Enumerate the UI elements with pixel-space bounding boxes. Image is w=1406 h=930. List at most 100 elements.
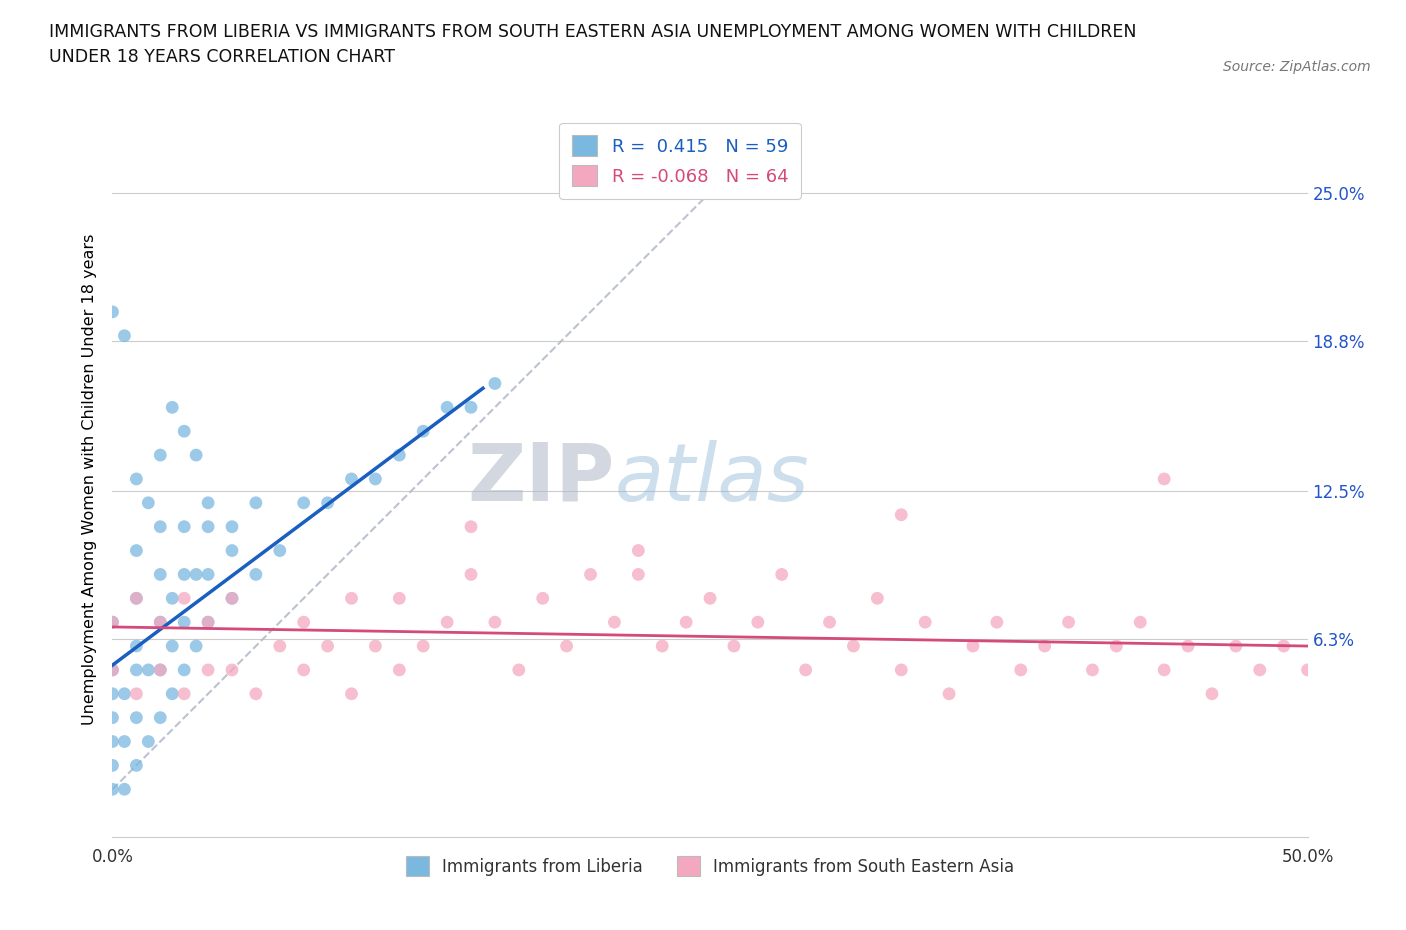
Point (292, 615, 315, 630)
Point (316, 496, 339, 511)
Point (149, 711, 172, 725)
Point (149, 662, 172, 677)
Point (138, 496, 160, 511)
Point (186, 639, 208, 654)
Point (125, 758, 148, 773)
Point (101, 615, 124, 630)
Point (842, 639, 865, 654)
Point (114, 686, 135, 701)
Point (221, 543, 243, 558)
Point (221, 591, 243, 605)
Point (412, 639, 434, 654)
Point (173, 519, 195, 534)
Point (627, 543, 650, 558)
Point (1225, 639, 1247, 654)
Point (938, 686, 960, 701)
Point (269, 639, 291, 654)
Point (747, 615, 769, 630)
Point (125, 711, 148, 725)
Point (269, 543, 291, 558)
Legend: Immigrants from Liberia, Immigrants from South Eastern Asia: Immigrants from Liberia, Immigrants from… (399, 850, 1021, 883)
Point (197, 662, 219, 677)
Point (340, 591, 363, 605)
Point (986, 615, 1008, 630)
Point (794, 662, 817, 677)
Point (197, 615, 219, 630)
Point (173, 615, 195, 630)
Point (1057, 615, 1080, 630)
Text: atlas: atlas (614, 440, 810, 518)
Point (555, 639, 578, 654)
Point (221, 591, 243, 605)
Point (162, 591, 183, 605)
Point (675, 615, 697, 630)
Point (221, 519, 243, 534)
Point (173, 567, 195, 582)
Point (412, 424, 434, 439)
Point (101, 615, 124, 630)
Point (340, 472, 363, 486)
Point (221, 662, 243, 677)
Point (101, 782, 124, 797)
Point (340, 686, 363, 701)
Point (460, 400, 482, 415)
Point (245, 686, 267, 701)
Point (162, 686, 183, 701)
Point (138, 662, 160, 677)
Point (292, 662, 315, 677)
Point (699, 591, 721, 605)
Point (890, 508, 912, 523)
Point (101, 734, 124, 749)
Point (484, 615, 506, 630)
Point (1105, 639, 1128, 654)
Point (651, 639, 673, 654)
Point (388, 591, 411, 605)
Point (914, 615, 936, 630)
Point (388, 662, 411, 677)
Point (1201, 686, 1223, 701)
Point (149, 519, 172, 534)
Point (186, 567, 208, 582)
Point (197, 615, 219, 630)
Point (1177, 639, 1199, 654)
Point (364, 639, 387, 654)
Point (101, 662, 124, 677)
Point (114, 734, 135, 749)
Point (292, 496, 315, 511)
Point (149, 615, 172, 630)
Point (173, 424, 195, 439)
Text: Source: ZipAtlas.com: Source: ZipAtlas.com (1223, 60, 1371, 74)
Point (962, 639, 984, 654)
Point (162, 639, 183, 654)
Point (114, 328, 135, 343)
Text: ZIP: ZIP (467, 440, 614, 518)
Point (125, 591, 148, 605)
Point (101, 662, 124, 677)
Point (1153, 472, 1175, 486)
Point (1033, 639, 1056, 654)
Point (1249, 662, 1271, 677)
Point (1010, 662, 1032, 677)
Point (173, 686, 195, 701)
Point (101, 686, 124, 701)
Point (627, 567, 650, 582)
Point (1296, 662, 1319, 677)
Y-axis label: Unemployment Among Women with Children Under 18 years: Unemployment Among Women with Children U… (82, 233, 97, 724)
Point (436, 615, 458, 630)
Point (125, 662, 148, 677)
Point (460, 519, 482, 534)
Point (364, 472, 387, 486)
Point (162, 400, 183, 415)
Point (197, 496, 219, 511)
Point (114, 782, 135, 797)
Point (149, 567, 172, 582)
Point (770, 567, 793, 582)
Point (723, 639, 745, 654)
Point (149, 615, 172, 630)
Point (173, 662, 195, 677)
Point (101, 711, 124, 725)
Point (531, 591, 554, 605)
Point (1272, 639, 1295, 654)
Point (149, 662, 172, 677)
Point (125, 472, 148, 486)
